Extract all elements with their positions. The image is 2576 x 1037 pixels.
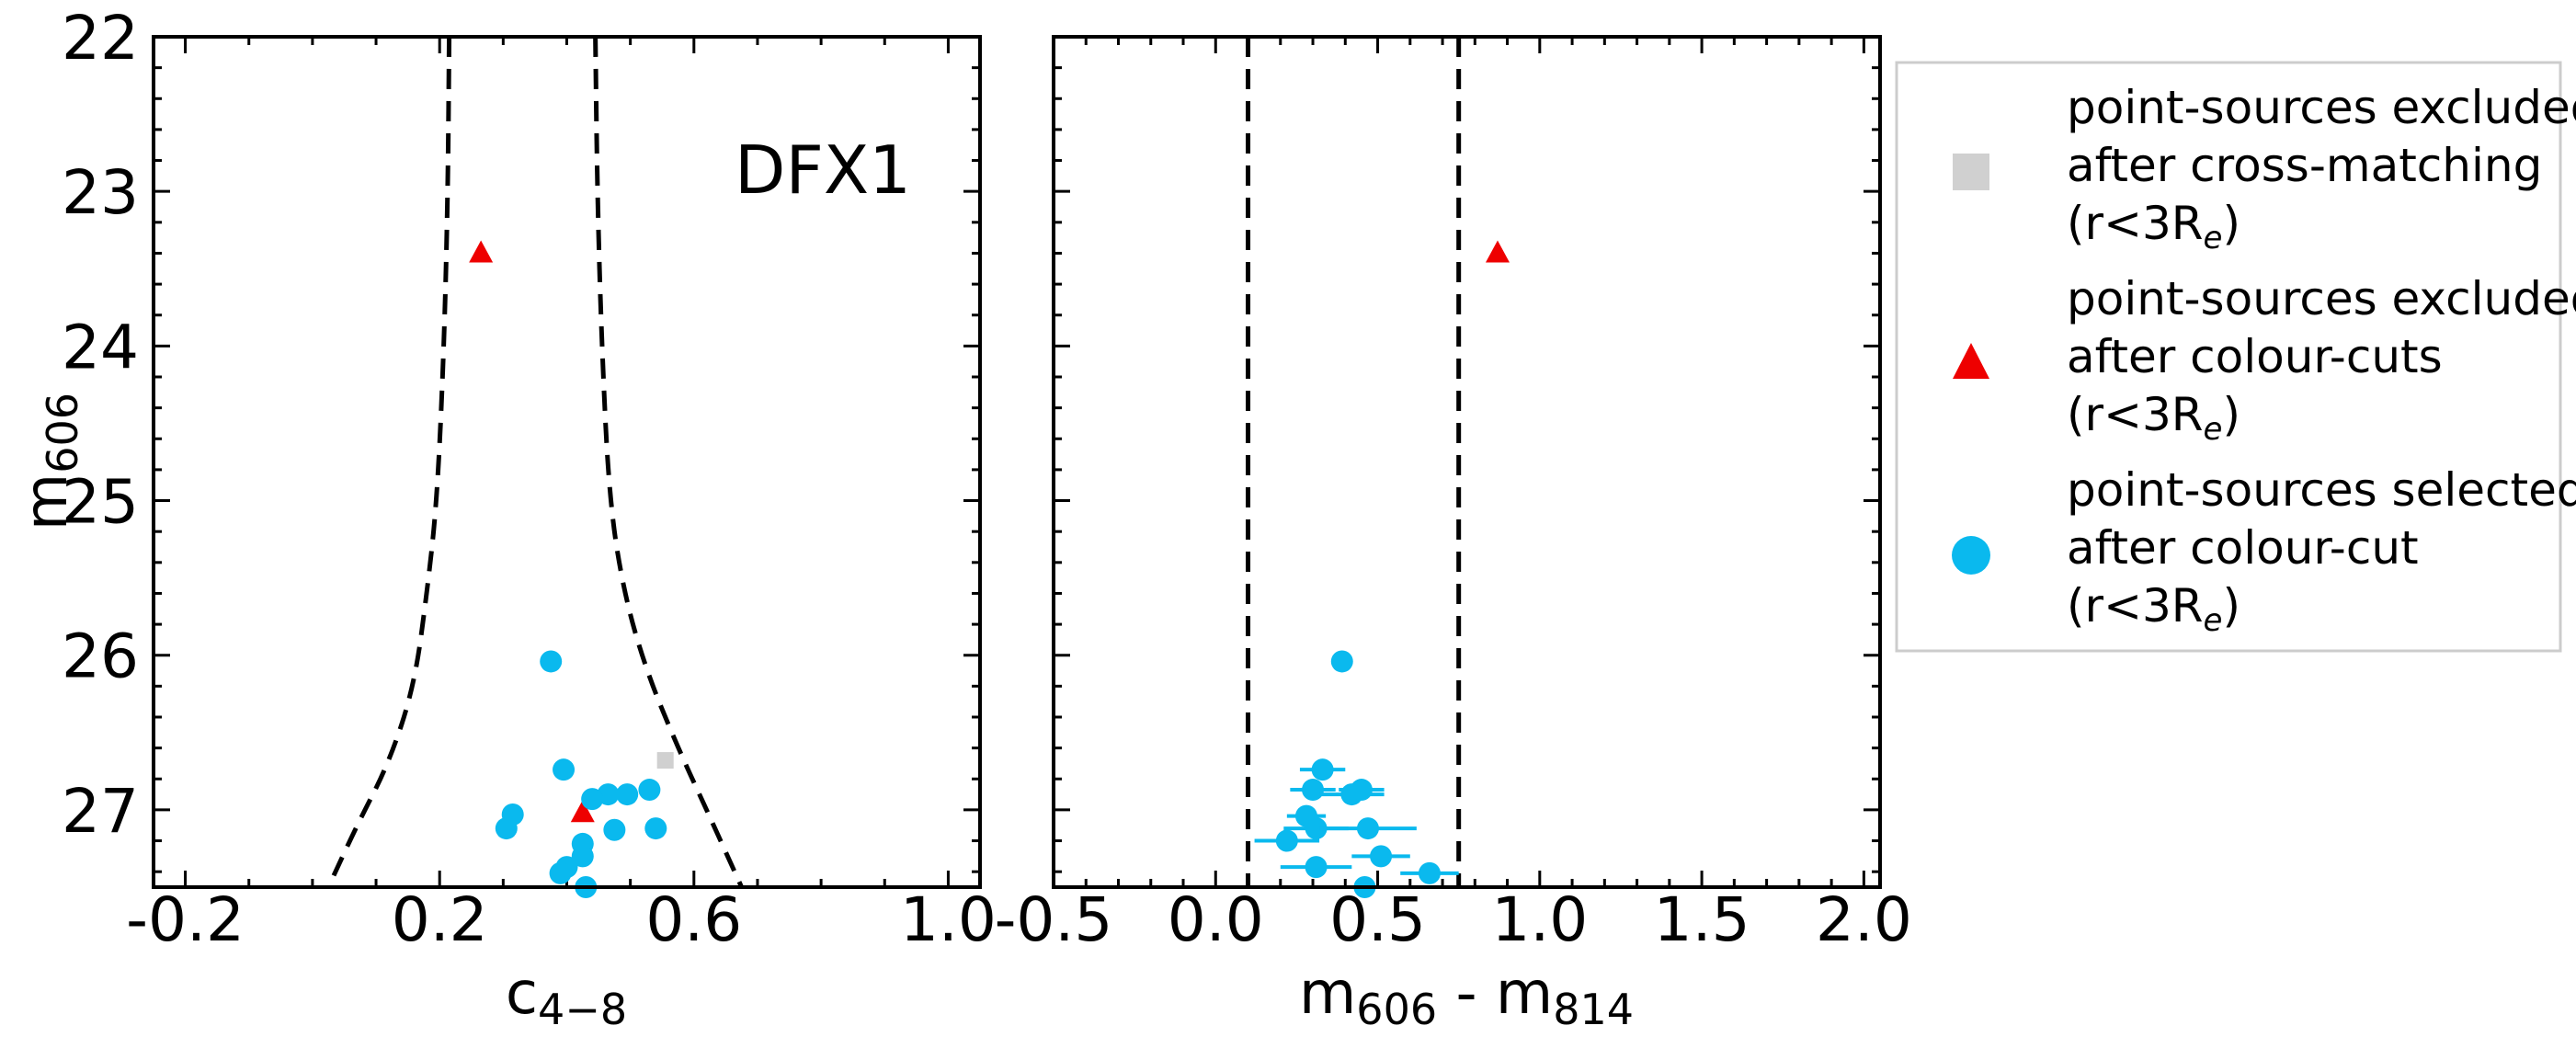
circle-point (1305, 856, 1328, 879)
x-tick-label: 0.6 (645, 884, 742, 955)
legend-entry-colour-cuts: point-sources excluded after colour-cuts… (1953, 272, 2576, 448)
circle-point (553, 758, 576, 781)
legend-entry-line: (r<3Re) (2067, 197, 2240, 256)
x-tick-label: -0.5 (995, 884, 1113, 955)
right-panel: -0.5 0.0 0.5 1.0 1.5 2.0 m606 - m814 (995, 35, 1912, 1034)
x-tick-label: -0.2 (126, 884, 245, 955)
circle-point (1418, 861, 1441, 884)
legend-entry-selected: point-sources selected after colour-cut … (1952, 463, 2576, 639)
right-x-tick-labels: -0.5 0.0 0.5 1.0 1.5 2.0 (995, 884, 1912, 955)
circle-point (571, 845, 594, 868)
triangle-point (570, 800, 595, 823)
legend: point-sources excluded after cross-match… (1895, 61, 2576, 653)
y-tick-label: 27 (62, 776, 139, 847)
left-panel: DFX1 -0.2 0.2 0.6 1.0 22 23 24 25 26 27 c4−8 m60… (13, 3, 997, 1034)
legend-entry-line: point-sources selected (2067, 463, 2576, 517)
y-tick-label: 23 (62, 157, 139, 228)
circle-point (549, 861, 572, 884)
legend-marker-circle (1952, 536, 1990, 575)
x-tick-label: 0.2 (392, 884, 488, 955)
circle-point (644, 817, 667, 840)
left-boundary-curve-left (325, 36, 452, 889)
legend-entry-cross-matching: point-sources excluded after cross-match… (1953, 81, 2576, 256)
circle-point (1356, 817, 1379, 840)
x-tick-label: 0.0 (1168, 884, 1264, 955)
right-ticks (1052, 35, 1880, 887)
y-tick-label: 26 (62, 621, 139, 692)
legend-entry-line: point-sources excluded (2067, 272, 2576, 325)
circle-point (1370, 845, 1393, 868)
circle-point (1330, 650, 1353, 673)
legend-entry-line: point-sources excluded (2067, 81, 2576, 134)
left-y-tick-labels: 22 23 24 25 26 27 (62, 3, 139, 847)
x-tick-label: 0.5 (1329, 884, 1426, 955)
left-plot-frame (152, 35, 982, 889)
x-tick-label: 1.0 (1491, 884, 1588, 955)
legend-entry-line: after colour-cuts (2067, 330, 2443, 383)
right-plot-frame (1052, 35, 1882, 889)
circle-point (540, 650, 563, 673)
circle-point (616, 783, 639, 806)
left-points (469, 240, 674, 898)
legend-entry-line: after colour-cut (2067, 521, 2419, 575)
y-tick-label: 25 (62, 467, 139, 538)
y-tick-label: 22 (62, 3, 139, 74)
left-x-axis-title: c4−8 (506, 960, 627, 1034)
legend-marker-triangle (1953, 343, 1989, 379)
legend-entry-line: after cross-matching (2067, 139, 2542, 192)
left-boundary-curve-right (593, 36, 744, 889)
left-y-axis-title: m606 (13, 393, 87, 530)
circle-point (1275, 829, 1298, 852)
circle-point (1311, 758, 1334, 781)
legend-frame (1895, 61, 2562, 653)
triangle-point (1485, 240, 1510, 263)
triangle-point (469, 240, 494, 263)
legend-entry-line: (r<3Re) (2067, 388, 2240, 448)
right-points (1254, 240, 1510, 898)
x-tick-label: 2.0 (1816, 884, 1912, 955)
circle-point (581, 788, 604, 811)
circle-point (495, 817, 518, 840)
x-tick-label: 1.0 (900, 884, 997, 955)
circle-point (1350, 779, 1373, 802)
circle-point (1305, 817, 1328, 840)
legend-entry-line: (r<3Re) (2067, 579, 2240, 639)
y-tick-label: 24 (62, 312, 139, 382)
square-point (656, 752, 674, 769)
right-colour-cut-lines (1246, 37, 1462, 887)
circle-point (603, 818, 626, 841)
right-x-axis-title: m606 - m814 (1299, 960, 1634, 1034)
circle-point (638, 779, 661, 802)
panel-label: DFX1 (735, 131, 911, 209)
legend-marker-square (1953, 154, 1989, 190)
x-tick-label: 1.5 (1654, 884, 1750, 955)
left-x-tick-labels: -0.2 0.2 0.6 1.0 (126, 884, 997, 955)
circle-point (1302, 779, 1325, 802)
